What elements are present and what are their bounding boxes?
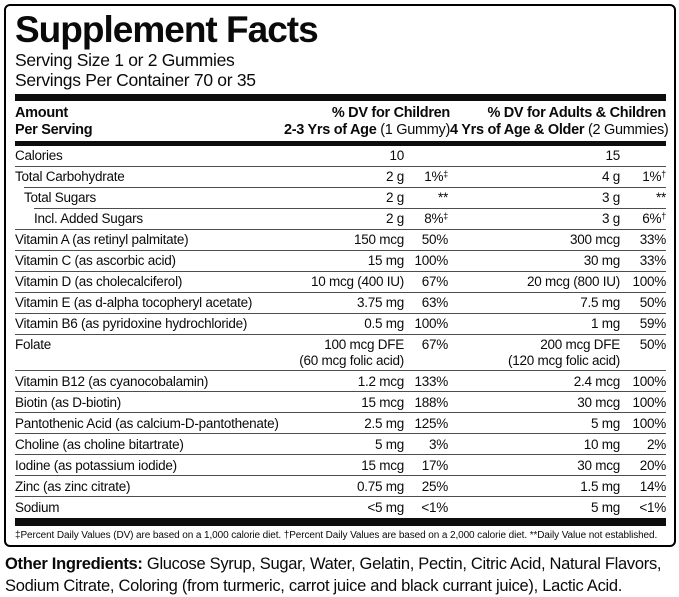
header-dv-children: % DV for Children 2-3 Yrs of Age (1 Gumm… <box>283 105 450 138</box>
header-amount-per-serving: Amount Per Serving <box>15 105 93 138</box>
table-row-folate: Folate 100 mcg DFE (60 mcg folic acid) 67… <box>15 333 666 371</box>
panel-title: Supplement Facts <box>15 9 319 50</box>
divider-bar-thick-bottom <box>15 518 666 526</box>
table-row-added-sugars: Incl. Added Sugars 2 g 8%‡ 3 g 6%† <box>34 207 666 229</box>
daily-value-footnote: ‡Percent Daily Values (DV) are based on … <box>15 529 658 541</box>
serving-size: Serving Size 1 or 2 Gummies <box>15 50 235 70</box>
table-row-vitamin-b12: Vitamin B12 (as cyanocobalamin) 1.2 mcg … <box>15 370 666 391</box>
table-row-total-sugars: Total Sugars 2 g ** 3 g ** <box>24 186 666 208</box>
table-row-calories: Calories 10 15 <box>15 148 620 163</box>
table-row-vitamin-e: Vitamin E (as d-alpha tocopheryl acetate… <box>15 291 666 313</box>
table-row-vitamin-b6: Vitamin B6 (as pyridoxine hydrochloride)… <box>15 312 666 334</box>
other-ingredients-label: Other Ingredients: <box>5 554 143 573</box>
table-row-total-carbohydrate: Total Carbohydrate 2 g 1%‡ 4 g 1%† <box>15 165 666 187</box>
table-row-pantothenic-acid: Pantothenic Acid (as calcium-D-pantothen… <box>15 412 666 433</box>
table-row-sodium: Sodium <5 mg <1% 5 mg <1% <box>15 496 666 517</box>
divider-bar-under-header <box>15 141 666 146</box>
header-dv-adults: % DV for Adults & Children 4 Yrs of Age … <box>450 105 669 138</box>
table-row-vitamin-d: Vitamin D (as cholecalciferol) 10 mcg (4… <box>15 270 666 292</box>
table-header-row: Amount Per Serving % DV for Children 2-3… <box>15 103 669 140</box>
table-row-vitamin-a: Vitamin A (as retinyl palmitate) 150 mcg… <box>15 228 666 250</box>
nutrient-table: Calories 10 15 Total Carbohydrate 2 g 1%… <box>15 146 666 518</box>
divider-bar-thick-top <box>15 94 666 101</box>
supplement-facts-panel: Supplement Facts Serving Size 1 or 2 Gum… <box>4 4 676 547</box>
table-row-vitamin-c: Vitamin C (as ascorbic acid) 15 mg 100% … <box>15 249 666 271</box>
other-ingredients: Other Ingredients: Glucose Syrup, Sugar,… <box>5 553 673 597</box>
table-row-iodine: Iodine (as potassium iodide) 15 mcg 17% … <box>15 454 666 475</box>
servings-per-container: Servings Per Container 70 or 35 <box>15 70 256 90</box>
table-row-zinc: Zinc (as zinc citrate) 0.75 mg 25% 1.5 m… <box>15 475 666 496</box>
table-row-choline: Choline (as choline bitartrate) 5 mg 3% … <box>15 433 666 454</box>
table-row-biotin: Biotin (as D-biotin) 15 mcg 188% 30 mcg … <box>15 391 666 412</box>
